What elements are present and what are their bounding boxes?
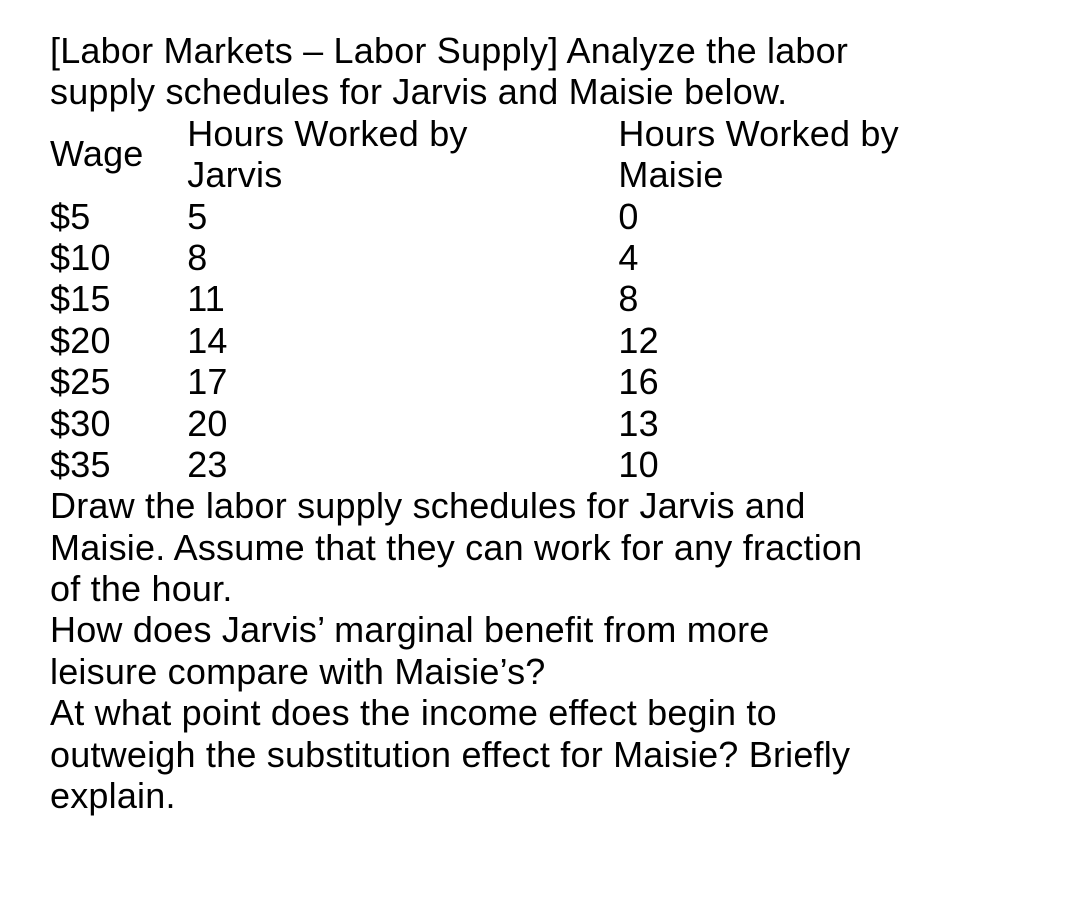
jarvis-header-line-2: Jarvis (187, 154, 282, 195)
intro-line-2: supply schedules for Jarvis and Maisie b… (50, 71, 787, 112)
cell-maisie: 4 (618, 237, 1030, 278)
cell-jarvis: 11 (187, 278, 618, 319)
cell-maisie: 16 (618, 361, 1030, 402)
q2-line-1: How does Jarvis’ marginal benefit from m… (50, 609, 770, 650)
jarvis-header-line-1: Hours Worked by (187, 113, 467, 154)
cell-maisie: 13 (618, 403, 1030, 444)
table-row: $15 11 8 (50, 278, 1030, 319)
col-header-jarvis: Hours Worked by Jarvis (187, 113, 618, 196)
table-header-row: Wage Hours Worked by Jarvis Hours Worked… (50, 113, 1030, 196)
labor-supply-table: Wage Hours Worked by Jarvis Hours Worked… (50, 113, 1030, 486)
cell-wage: $25 (50, 361, 187, 402)
table-row: $20 14 12 (50, 320, 1030, 361)
table-row: $35 23 10 (50, 444, 1030, 485)
cell-jarvis: 17 (187, 361, 618, 402)
cell-jarvis: 8 (187, 237, 618, 278)
cell-wage: $30 (50, 403, 187, 444)
cell-maisie: 10 (618, 444, 1030, 485)
table-row: $30 20 13 (50, 403, 1030, 444)
q3-line-2: outweigh the substitution effect for Mai… (50, 734, 850, 775)
table-row: $25 17 16 (50, 361, 1030, 402)
q2-line-2: leisure compare with Maisie’s? (50, 651, 546, 692)
cell-wage: $20 (50, 320, 187, 361)
page: [Labor Markets – Labor Supply] Analyze t… (0, 0, 1080, 846)
col-header-maisie: Hours Worked by Maisie (618, 113, 1030, 196)
wage-label: Wage (50, 133, 144, 174)
intro-paragraph: [Labor Markets – Labor Supply] Analyze t… (50, 30, 1030, 113)
cell-jarvis: 14 (187, 320, 618, 361)
q1-line-2: Maisie. Assume that they can work for an… (50, 527, 862, 568)
cell-maisie: 0 (618, 196, 1030, 237)
q3-line-1: At what point does the income effect beg… (50, 692, 777, 733)
maisie-header-line-1: Hours Worked by (618, 113, 898, 154)
table-row: $5 5 0 (50, 196, 1030, 237)
cell-wage: $35 (50, 444, 187, 485)
q1-line-1: Draw the labor supply schedules for Jarv… (50, 485, 806, 526)
cell-jarvis: 23 (187, 444, 618, 485)
cell-maisie: 8 (618, 278, 1030, 319)
table-row: $10 8 4 (50, 237, 1030, 278)
col-header-wage: Wage (50, 113, 187, 196)
cell-jarvis: 5 (187, 196, 618, 237)
q3-line-3: explain. (50, 775, 176, 816)
cell-jarvis: 20 (187, 403, 618, 444)
q1-line-3: of the hour. (50, 568, 233, 609)
cell-wage: $15 (50, 278, 187, 319)
cell-wage: $5 (50, 196, 187, 237)
intro-line-1: [Labor Markets – Labor Supply] Analyze t… (50, 30, 848, 71)
cell-maisie: 12 (618, 320, 1030, 361)
cell-wage: $10 (50, 237, 187, 278)
maisie-header-line-2: Maisie (618, 154, 723, 195)
questions-block: Draw the labor supply schedules for Jarv… (50, 485, 1030, 816)
